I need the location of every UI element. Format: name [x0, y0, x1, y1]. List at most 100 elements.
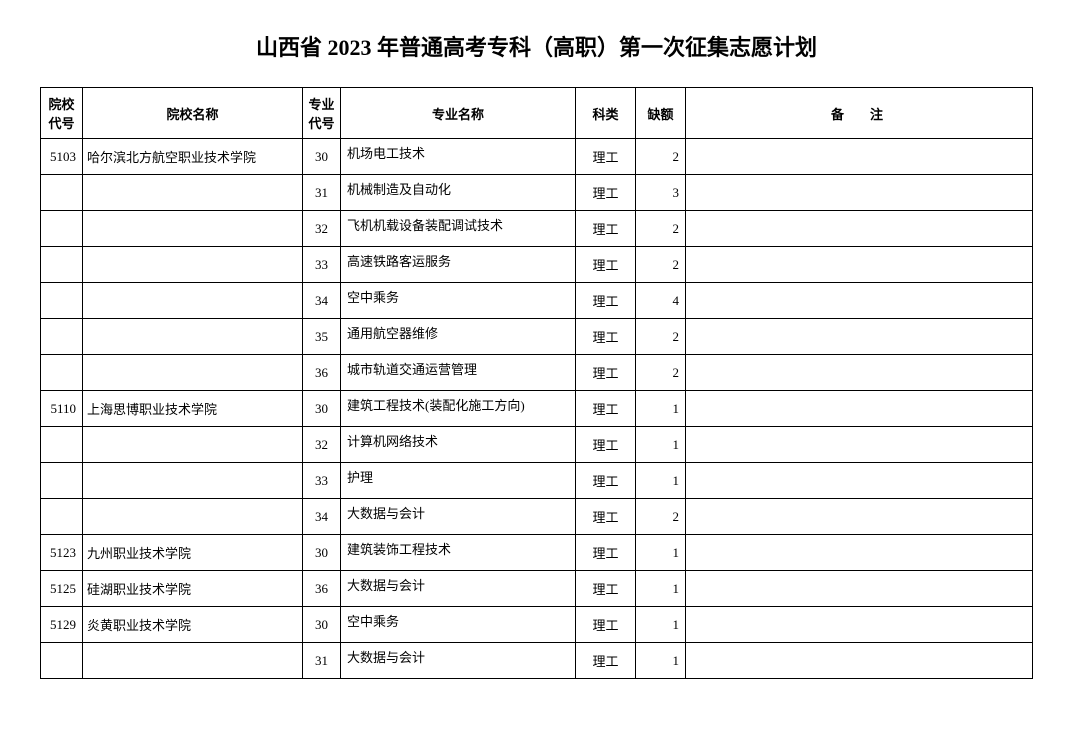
cell-major-code: 31	[303, 175, 341, 211]
cell-shortage: 1	[636, 427, 686, 463]
cell-major-code: 34	[303, 499, 341, 535]
cell-shortage: 3	[636, 175, 686, 211]
cell-remark	[686, 499, 1033, 535]
table-row: 5125硅湖职业技术学院36大数据与会计理工1	[41, 571, 1033, 607]
cell-remark	[686, 355, 1033, 391]
header-major-name: 专业名称	[341, 88, 576, 139]
cell-school-name	[83, 211, 303, 247]
cell-major-name: 飞机机载设备装配调试技术	[341, 211, 576, 247]
cell-school-code	[41, 247, 83, 283]
table-row: 5123九州职业技术学院30建筑装饰工程技术理工1	[41, 535, 1033, 571]
cell-major-name: 空中乘务	[341, 283, 576, 319]
table-row: 34空中乘务理工4	[41, 283, 1033, 319]
cell-remark	[686, 391, 1033, 427]
cell-major-name: 护理	[341, 463, 576, 499]
cell-major-name: 大数据与会计	[341, 571, 576, 607]
cell-remark	[686, 139, 1033, 175]
cell-category: 理工	[576, 535, 636, 571]
plan-table: 院校代号 院校名称 专业代号 专业名称 科类 缺额 备注 5103哈尔滨北方航空…	[40, 87, 1033, 679]
cell-major-code: 32	[303, 211, 341, 247]
cell-shortage: 1	[636, 571, 686, 607]
cell-major-name: 高速铁路客运服务	[341, 247, 576, 283]
header-remark: 备注	[686, 88, 1033, 139]
cell-category: 理工	[576, 139, 636, 175]
cell-shortage: 4	[636, 283, 686, 319]
table-row: 31机械制造及自动化理工3	[41, 175, 1033, 211]
table-row: 34大数据与会计理工2	[41, 499, 1033, 535]
cell-school-code: 5110	[41, 391, 83, 427]
cell-school-name	[83, 283, 303, 319]
cell-shortage: 2	[636, 499, 686, 535]
cell-major-code: 30	[303, 391, 341, 427]
table-row: 5103哈尔滨北方航空职业技术学院30机场电工技术理工2	[41, 139, 1033, 175]
cell-category: 理工	[576, 571, 636, 607]
cell-category: 理工	[576, 175, 636, 211]
cell-major-name: 计算机网络技术	[341, 427, 576, 463]
cell-category: 理工	[576, 607, 636, 643]
cell-shortage: 2	[636, 211, 686, 247]
cell-school-code	[41, 499, 83, 535]
cell-school-name	[83, 175, 303, 211]
cell-school-code: 5129	[41, 607, 83, 643]
cell-school-name: 硅湖职业技术学院	[83, 571, 303, 607]
header-shortage: 缺额	[636, 88, 686, 139]
cell-shortage: 1	[636, 535, 686, 571]
cell-major-name: 机械制造及自动化	[341, 175, 576, 211]
cell-major-name: 城市轨道交通运营管理	[341, 355, 576, 391]
cell-category: 理工	[576, 247, 636, 283]
cell-category: 理工	[576, 391, 636, 427]
cell-shortage: 1	[636, 607, 686, 643]
cell-remark	[686, 463, 1033, 499]
cell-remark	[686, 535, 1033, 571]
cell-remark	[686, 175, 1033, 211]
cell-major-code: 31	[303, 643, 341, 679]
header-major-code: 专业代号	[303, 88, 341, 139]
cell-shortage: 2	[636, 247, 686, 283]
cell-category: 理工	[576, 211, 636, 247]
cell-category: 理工	[576, 283, 636, 319]
cell-school-name: 哈尔滨北方航空职业技术学院	[83, 139, 303, 175]
cell-school-code	[41, 175, 83, 211]
cell-major-name: 大数据与会计	[341, 499, 576, 535]
cell-school-code	[41, 427, 83, 463]
cell-shortage: 1	[636, 463, 686, 499]
table-row: 36城市轨道交通运营管理理工2	[41, 355, 1033, 391]
cell-shortage: 2	[636, 139, 686, 175]
cell-shortage: 1	[636, 643, 686, 679]
cell-school-code	[41, 211, 83, 247]
page-title: 山西省 2023 年普通高考专科（高职）第一次征集志愿计划	[40, 30, 1033, 62]
cell-school-code	[41, 283, 83, 319]
cell-major-code: 36	[303, 571, 341, 607]
cell-remark	[686, 283, 1033, 319]
cell-remark	[686, 643, 1033, 679]
table-row: 31大数据与会计理工1	[41, 643, 1033, 679]
cell-school-code	[41, 355, 83, 391]
cell-remark	[686, 247, 1033, 283]
cell-school-code: 5123	[41, 535, 83, 571]
cell-major-code: 34	[303, 283, 341, 319]
cell-school-name: 上海思博职业技术学院	[83, 391, 303, 427]
table-row: 5129炎黄职业技术学院30空中乘务理工1	[41, 607, 1033, 643]
cell-category: 理工	[576, 463, 636, 499]
cell-category: 理工	[576, 643, 636, 679]
table-row: 5110上海思博职业技术学院30建筑工程技术(装配化施工方向)理工1	[41, 391, 1033, 427]
cell-shortage: 1	[636, 391, 686, 427]
cell-school-name	[83, 247, 303, 283]
cell-school-name	[83, 319, 303, 355]
cell-school-code	[41, 643, 83, 679]
cell-school-code	[41, 463, 83, 499]
table-header-row: 院校代号 院校名称 专业代号 专业名称 科类 缺额 备注	[41, 88, 1033, 139]
cell-major-name: 机场电工技术	[341, 139, 576, 175]
header-school-name: 院校名称	[83, 88, 303, 139]
cell-major-name: 建筑工程技术(装配化施工方向)	[341, 391, 576, 427]
cell-remark	[686, 319, 1033, 355]
table-row: 32飞机机载设备装配调试技术理工2	[41, 211, 1033, 247]
cell-major-code: 32	[303, 427, 341, 463]
cell-major-code: 30	[303, 607, 341, 643]
cell-school-name	[83, 643, 303, 679]
cell-remark	[686, 607, 1033, 643]
table-row: 33高速铁路客运服务理工2	[41, 247, 1033, 283]
cell-category: 理工	[576, 499, 636, 535]
cell-school-name: 炎黄职业技术学院	[83, 607, 303, 643]
cell-shortage: 2	[636, 319, 686, 355]
